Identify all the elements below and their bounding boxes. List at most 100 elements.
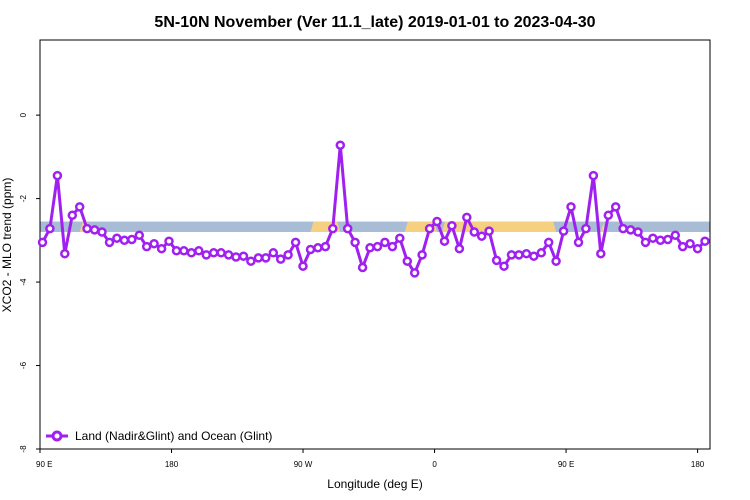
- data-point: [208, 248, 219, 258]
- data-point: [499, 261, 509, 271]
- data-point: [67, 210, 78, 221]
- data-point: [640, 237, 651, 248]
- data-point: [335, 140, 346, 150]
- data-point: [238, 251, 249, 261]
- data-point: [439, 236, 450, 246]
- x-axis: 90 E 180 90 W 0 90 E 180: [36, 449, 705, 469]
- data-point: [469, 227, 480, 237]
- data-point: [677, 241, 688, 252]
- data-point: [82, 223, 92, 234]
- data-point: [74, 202, 85, 212]
- data-point: [432, 216, 442, 227]
- data-point: [320, 241, 331, 252]
- data-point: [350, 237, 360, 248]
- ocean-band: [40, 221, 710, 232]
- data-point: [491, 255, 502, 266]
- data-point: [156, 243, 167, 254]
- data-point: [409, 268, 420, 278]
- data-point: [514, 250, 524, 260]
- data-point: [134, 230, 145, 241]
- chart-title: 5N-10N November (Ver 11.1_late) 2019-01-…: [154, 14, 595, 31]
- data-point: [104, 237, 115, 248]
- data-point: [313, 243, 323, 253]
- data-point: [566, 202, 576, 212]
- data-point: [127, 234, 137, 245]
- y-tick-label: -8: [19, 445, 28, 453]
- y-tick-label: -2: [19, 194, 28, 202]
- data-point: [529, 251, 539, 261]
- data-point: [700, 236, 710, 246]
- data-point: [558, 226, 569, 236]
- data-point: [402, 256, 413, 266]
- data-point: [261, 253, 271, 263]
- data-point: [112, 233, 122, 243]
- legend-marker-swatch: [51, 430, 63, 442]
- data-point: [380, 237, 390, 248]
- data-point: [610, 202, 621, 212]
- data-point: [179, 246, 189, 256]
- data-point: [37, 237, 48, 248]
- x-tick-label: 90 E: [36, 460, 52, 469]
- data-point: [342, 223, 353, 234]
- data-point: [283, 250, 293, 260]
- data-point: [171, 246, 182, 256]
- data-point: [290, 237, 301, 248]
- y-axis-label: XCO2 - MLO trend (ppm): [0, 178, 14, 313]
- data-point: [663, 234, 673, 245]
- data-point: [45, 223, 55, 234]
- data-point: [268, 248, 279, 258]
- data-point: [417, 250, 427, 260]
- x-tick-label: 180: [165, 460, 179, 469]
- data-point: [149, 238, 159, 249]
- data-point: [52, 170, 63, 181]
- data-point: [692, 243, 703, 254]
- data-point: [476, 231, 487, 241]
- data-point: [231, 252, 241, 262]
- data-point: [424, 223, 435, 234]
- data-point: [164, 236, 174, 246]
- data-point: [536, 248, 547, 258]
- x-axis-label: Longitude (deg E): [327, 477, 422, 491]
- land-band-segment: [442, 221, 557, 232]
- data-point: [357, 262, 368, 273]
- data-point: [648, 233, 658, 243]
- data-point: [387, 241, 398, 252]
- data-point: [365, 243, 375, 253]
- data-point: [201, 250, 212, 260]
- legend-label: Land (Nadir&Glint) and Ocean (Glint): [75, 429, 272, 443]
- data-point: [625, 225, 636, 235]
- data-point: [596, 248, 606, 259]
- data-point: [633, 227, 643, 237]
- x-tick-label: 0: [432, 460, 437, 469]
- data-point: [506, 250, 517, 260]
- data-point: [223, 250, 234, 260]
- x-tick-label: 90 E: [558, 460, 574, 469]
- y-tick-label: 0: [19, 112, 28, 117]
- data-point: [454, 243, 465, 254]
- data-point: [395, 233, 405, 243]
- data-point: [89, 225, 100, 235]
- data-point: [119, 235, 130, 246]
- data-point: [618, 223, 628, 234]
- data-point: [670, 230, 681, 241]
- data-point: [581, 223, 591, 234]
- data-point: [305, 244, 316, 255]
- data-point: [194, 246, 204, 256]
- legend: Land (Nadir&Glint) and Ocean (Glint): [46, 429, 272, 443]
- y-tick-label: -6: [19, 361, 28, 369]
- data-point: [447, 220, 457, 231]
- series-line: [41, 143, 707, 275]
- data-point: [655, 235, 666, 246]
- series-layer: [37, 140, 710, 278]
- x-tick-label: 90 W: [294, 460, 313, 469]
- background-band: [40, 221, 710, 232]
- y-axis: 0 -2 -4 -6 -8: [19, 112, 40, 453]
- data-point: [60, 248, 70, 259]
- x-tick-label: 180: [691, 460, 705, 469]
- data-point: [603, 210, 614, 221]
- data-point: [462, 212, 472, 223]
- data-point: [186, 248, 197, 258]
- data-point: [97, 227, 107, 237]
- data-point: [141, 241, 152, 252]
